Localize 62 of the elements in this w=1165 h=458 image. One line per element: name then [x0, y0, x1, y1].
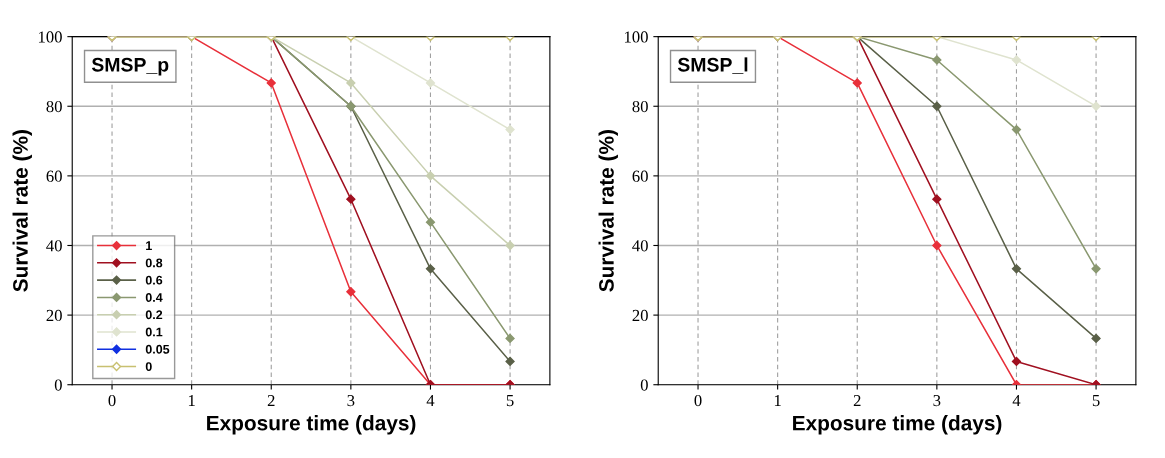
point [425, 264, 436, 274]
legend-label: 0.6 [145, 275, 163, 285]
y-tick-label: 60 [632, 170, 648, 182]
legend-label: 0.1 [145, 327, 163, 337]
y-tick-label: 100 [38, 31, 62, 43]
point [425, 78, 436, 88]
point [932, 55, 942, 65]
y-tick-label: 80 [632, 100, 648, 113]
y-axis-title: Survival rate (%) [12, 130, 32, 292]
point [505, 124, 515, 135]
point [932, 101, 942, 111]
legend-label: 0.4 [145, 293, 163, 302]
point [1011, 264, 1022, 274]
y-axis-title: Survival rate (%) [598, 130, 618, 292]
legend-label: 0.8 [145, 258, 163, 268]
y-tick-label: 0 [54, 379, 62, 391]
y-tick-label: 40 [46, 240, 62, 252]
annotation: SMSP_p [91, 57, 169, 76]
x-tick-label: 5 [506, 395, 514, 407]
x-tick-label: 3 [933, 394, 941, 407]
point [1011, 124, 1022, 135]
point [505, 240, 515, 251]
point [852, 78, 862, 88]
x-tick-label: 0 [108, 394, 116, 407]
legend-label: 0.2 [145, 310, 163, 320]
point [346, 287, 356, 297]
y-tick-label: 80 [46, 100, 62, 113]
point [1011, 55, 1022, 65]
x-tick-label: 4 [1012, 395, 1021, 407]
y-tick-label: 20 [46, 309, 62, 322]
x-tick-label: 3 [347, 394, 355, 407]
point [425, 217, 436, 227]
y-tick-label: 40 [632, 240, 648, 252]
y-tick-label: 100 [624, 31, 648, 43]
annotation: SMSP_l [677, 57, 748, 74]
point [1011, 356, 1022, 367]
y-tick-label: 0 [640, 379, 648, 391]
x-tick-label: 5 [1092, 395, 1100, 407]
legend-label: 0.05 [145, 344, 170, 354]
x-axis-title: Exposure time (days) [793, 415, 1002, 435]
x-tick-label: 0 [694, 394, 702, 407]
x-tick-label: 2 [267, 394, 275, 407]
y-tick-label: 20 [632, 309, 648, 322]
x-tick-label: 4 [426, 395, 435, 407]
point [1091, 264, 1101, 274]
point [505, 356, 515, 367]
y-tick-label: 60 [46, 170, 62, 182]
legend-label: 1 [146, 241, 152, 250]
x-tick-label: 1 [188, 395, 195, 407]
point [1091, 101, 1101, 111]
x-tick-label: 2 [853, 394, 861, 407]
point [346, 194, 356, 204]
x-axis-title: Exposure time (days) [207, 415, 416, 435]
point [932, 240, 942, 251]
legend-label: 0 [145, 362, 152, 371]
point [932, 194, 942, 204]
point [266, 78, 276, 88]
point [425, 171, 436, 181]
point [1091, 333, 1101, 344]
x-tick-label: 1 [774, 395, 781, 407]
point [346, 78, 356, 88]
point [505, 333, 515, 344]
